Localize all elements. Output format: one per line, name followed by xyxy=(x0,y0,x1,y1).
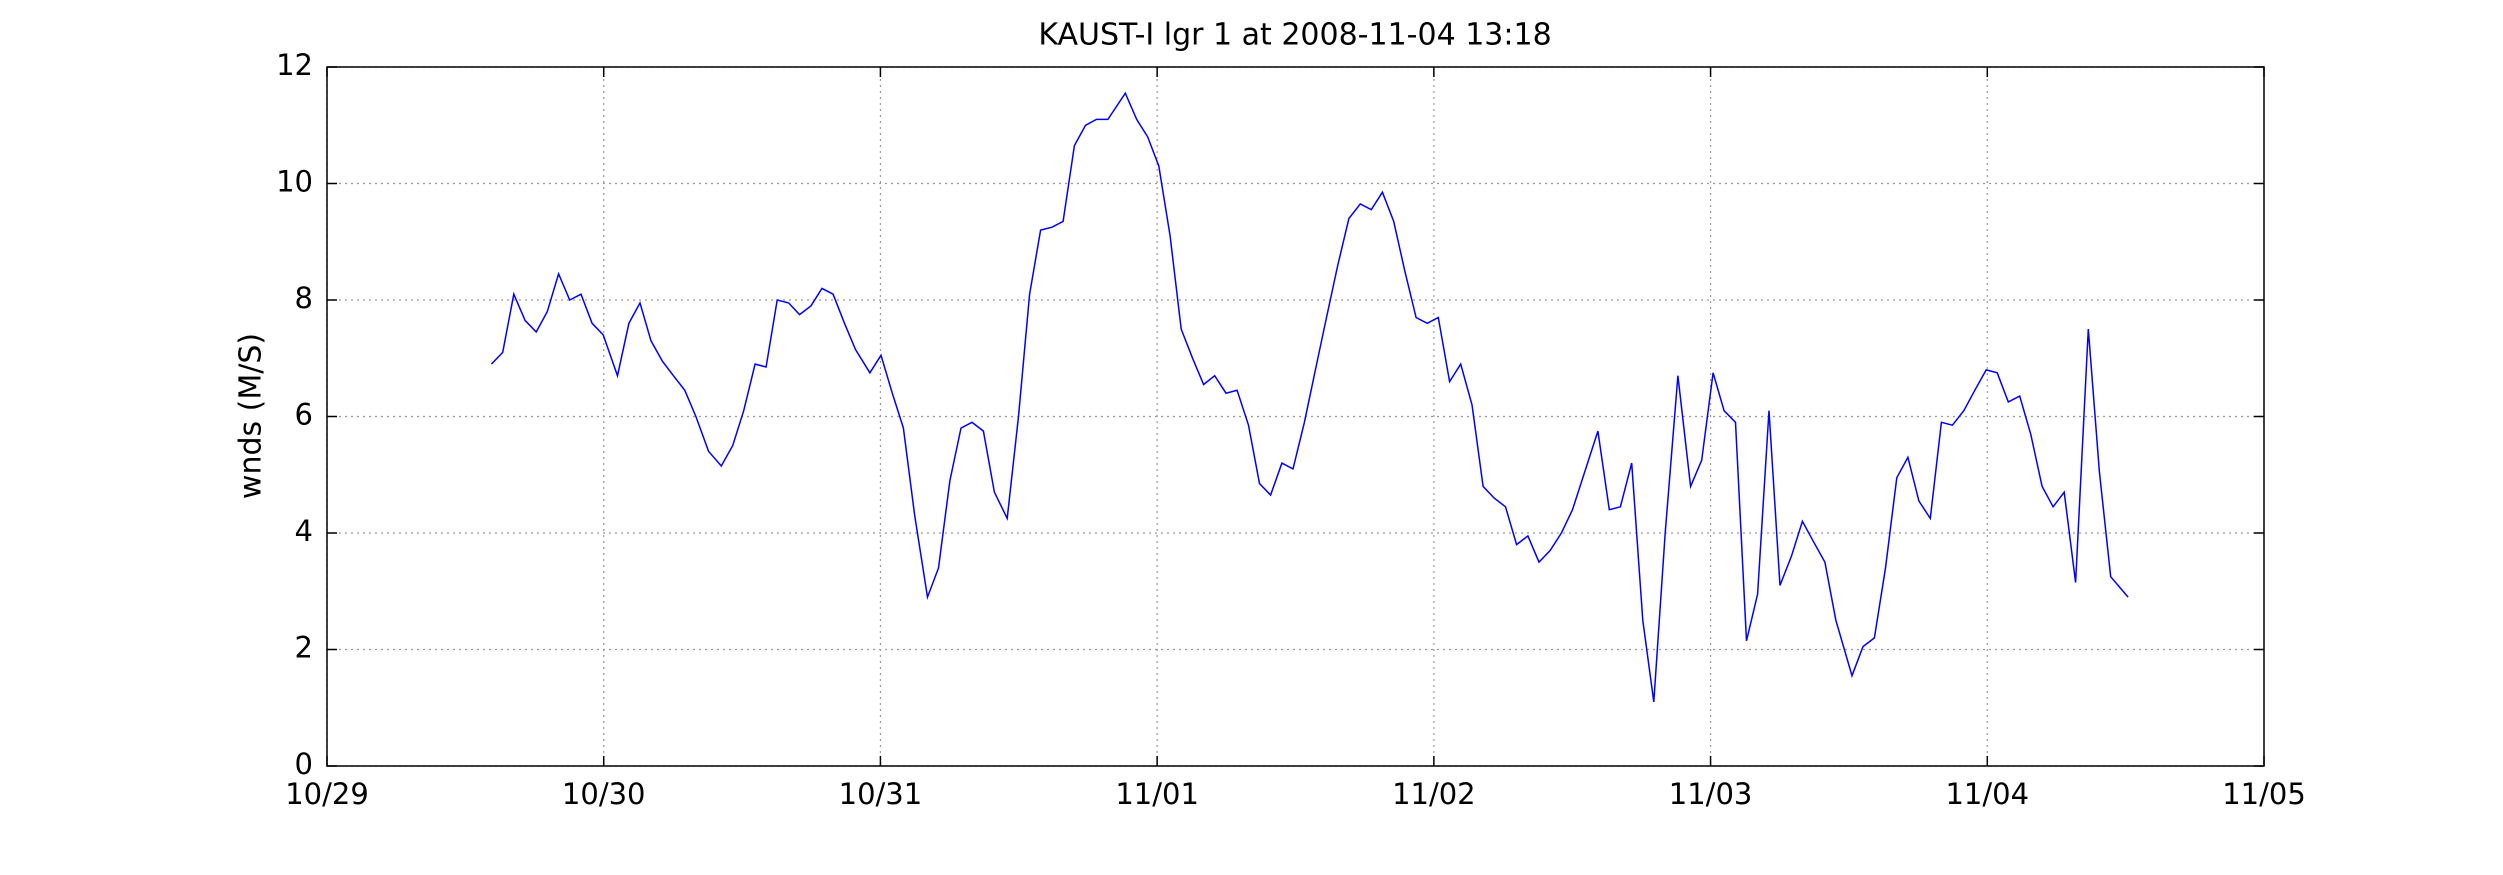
y-tick-label: 0 xyxy=(295,747,313,781)
data-line xyxy=(490,91,2129,703)
x-tick-label: 11/04 xyxy=(1945,777,2029,811)
x-tick-label: 10/30 xyxy=(562,777,646,811)
x-tick-label: 11/02 xyxy=(1392,777,1476,811)
x-tick-label: 10/31 xyxy=(839,777,923,811)
y-tick-label: 12 xyxy=(276,48,313,82)
y-tick-label: 2 xyxy=(295,631,313,665)
y-tick-label: 6 xyxy=(295,398,313,432)
x-tick-label: 11/01 xyxy=(1115,777,1199,811)
y-axis-label: wnds (M/S) xyxy=(234,333,269,499)
y-tick-label: 10 xyxy=(276,165,313,199)
chart-title: KAUST-I lgr 1 at 2008-11-04 13:18 xyxy=(1038,18,1551,53)
y-tick-label: 4 xyxy=(295,514,313,548)
y-tick-label: 8 xyxy=(295,281,313,315)
x-tick-label: 11/03 xyxy=(1669,777,1753,811)
x-tick-label: 10/29 xyxy=(285,777,369,811)
plot-frame xyxy=(326,66,2265,767)
x-tick-label: 11/05 xyxy=(2222,777,2306,811)
